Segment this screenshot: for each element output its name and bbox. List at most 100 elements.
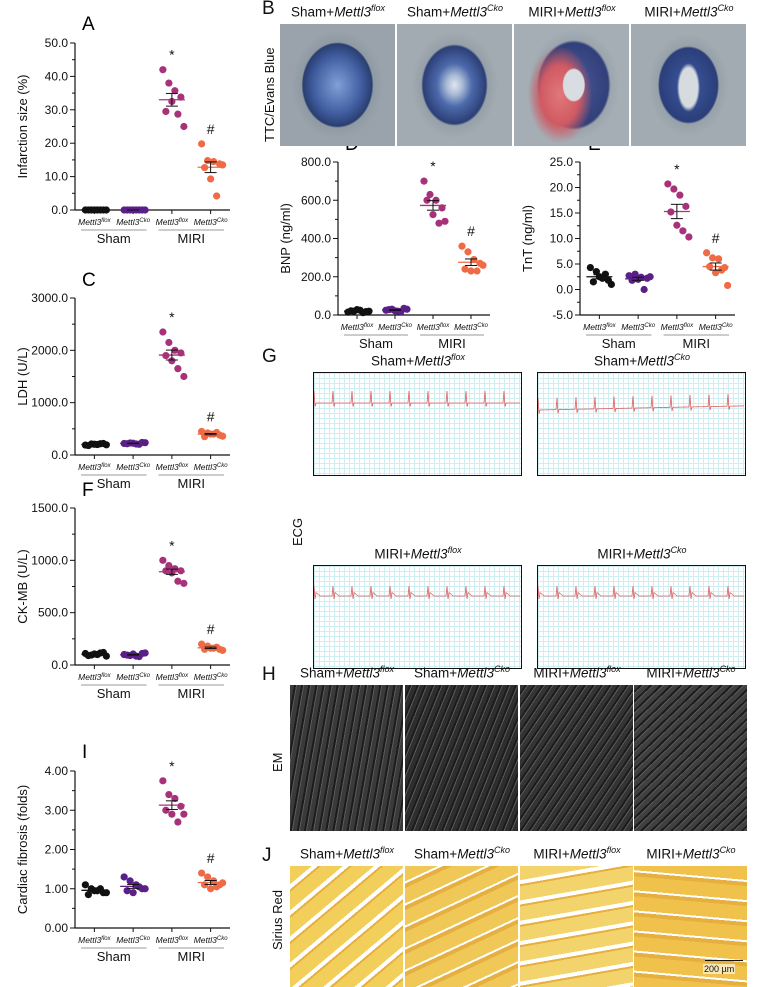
data-point [162, 806, 170, 814]
chart-c: C 0.0 1000.0 2000.0 3000.0 LDH (U/L) Mettl3flo… [15, 270, 230, 491]
condition: MIRI+ [533, 665, 570, 681]
data-point [473, 267, 481, 275]
y-tick-label: 500.0 [38, 606, 68, 620]
data-point [162, 107, 170, 116]
y-tick-label: 1000.0 [31, 553, 68, 567]
ttc-title: MIRI+Mettl3flox [514, 3, 630, 20]
genotype-label: Mettl3flox [341, 322, 374, 332]
data-point [174, 110, 182, 118]
genotype: flox [601, 3, 616, 13]
data-point [712, 269, 720, 277]
significance-mark: * [169, 758, 175, 774]
genotype-label: Mettl3Cko [194, 935, 228, 945]
data-point [129, 889, 137, 897]
data-point [676, 191, 684, 199]
condition: Sham+ [300, 665, 344, 681]
group-label: MIRI [178, 476, 205, 491]
data-point [682, 202, 690, 210]
group-label: Sham [97, 476, 131, 491]
genotype-label: Mettl3flox [156, 462, 189, 472]
data-point [177, 802, 185, 810]
data-point [84, 891, 92, 899]
ecg-line [538, 394, 745, 414]
ecg-trace-panel [313, 372, 522, 476]
data-point [461, 265, 469, 273]
genotype: Cko [486, 3, 503, 13]
significance-mark: * [430, 158, 436, 174]
condition: Sham+ [291, 4, 335, 20]
sirius-red-image [520, 866, 633, 987]
y-axis-label: CK-MB (U/L) [15, 549, 30, 623]
y-tick-label: 4.00 [45, 764, 69, 778]
em-title: Sham+Mettl3flox [286, 664, 408, 681]
gene: Mettl3 [450, 4, 487, 20]
significance-mark: # [207, 621, 215, 637]
data-point [198, 640, 206, 648]
data-point [709, 254, 717, 262]
y-axis-label: BNP (ng/ml) [278, 203, 293, 274]
group-label: Sham [97, 686, 131, 701]
y-axis-label: LDH (U/L) [15, 347, 30, 406]
condition: MIRI+ [644, 4, 681, 20]
ttc-evans-blue-image [397, 24, 512, 146]
ecg-line [314, 390, 520, 407]
sirius-red-title: MIRI+Mettl3Cko [630, 845, 752, 862]
data-point [435, 219, 443, 227]
y-tick-label: 2000.0 [31, 343, 68, 357]
data-point [715, 255, 723, 263]
data-point [81, 881, 89, 889]
genotype-label: Mettl3Cko [621, 322, 655, 332]
data-point [168, 357, 176, 365]
group-label: MIRI [438, 336, 465, 351]
ttc-title: Sham+Mettl3Cko [397, 3, 513, 20]
y-tick-label: 1500.0 [31, 501, 68, 515]
genotype: flox [370, 3, 385, 13]
genotype-label: Mettl3flox [78, 217, 111, 227]
significance-mark: # [207, 121, 215, 137]
em-title: Sham+Mettl3Cko [401, 664, 523, 681]
gene: Mettl3 [410, 546, 448, 562]
data-point [438, 204, 446, 212]
data-point [207, 175, 215, 183]
y-tick-label: 0.0 [51, 448, 68, 462]
em-title: MIRI+Mettl3flox [516, 664, 638, 681]
group-label: MIRI [178, 949, 205, 964]
y-tick-label: 0.00 [45, 921, 69, 935]
ecg-title: MIRI+Mettl3flox [313, 545, 523, 562]
y-axis-label: Cardiac fibrosis (folds) [15, 785, 30, 914]
condition: Sham+ [407, 4, 451, 20]
data-point [174, 818, 182, 826]
panel-letter: F [82, 480, 94, 501]
ecg-waveform [538, 585, 744, 600]
y-axis-label: TnT (ng/ml) [520, 205, 535, 272]
y-tick-label: 1000.0 [31, 396, 68, 410]
data-point [703, 249, 711, 257]
y-tick-label: 10.0 [45, 170, 69, 184]
genotype-label: Mettl3flox [78, 672, 111, 682]
gene: Mettl3 [682, 846, 720, 862]
data-point [84, 441, 92, 450]
significance-mark: # [207, 408, 215, 424]
significance-mark: * [169, 537, 175, 553]
electron-microscopy-image [634, 685, 747, 831]
y-tick-label: 20.0 [550, 181, 574, 195]
data-point [171, 87, 179, 95]
sirius-red-title: Sham+Mettl3flox [286, 845, 408, 862]
genotype-label: Mettl3Cko [378, 322, 412, 332]
chart-f: F 0.0 500.0 1000.0 1500.0 CK-MB (U/L) Mettl3fl… [15, 480, 230, 701]
genotype-label: Mettl3flox [78, 462, 111, 472]
group-label: Sham [359, 336, 393, 351]
gene: Mettl3 [569, 665, 607, 681]
y-tick-label: 0.0 [51, 658, 68, 672]
data-point [204, 873, 212, 881]
data-point [441, 217, 449, 225]
electron-microscopy-image [290, 685, 403, 831]
sirius-red-image [290, 866, 403, 987]
genotype-label: Mettl3Cko [699, 322, 733, 332]
genotype-label: Mettl3Cko [194, 217, 228, 227]
data-point [159, 777, 167, 785]
data-point [141, 649, 149, 657]
data-point [664, 180, 672, 188]
y-tick-label: 0.0 [51, 203, 68, 217]
condition: MIRI+ [597, 546, 634, 562]
